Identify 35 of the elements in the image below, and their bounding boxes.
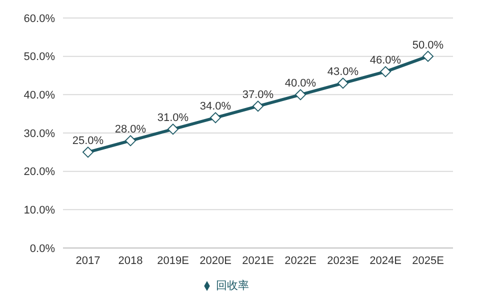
point — [338, 78, 348, 89]
y-tick-label: 40.0% — [24, 90, 56, 102]
x-tick-label: 2017 — [76, 254, 100, 267]
data-label: 43.0% — [327, 66, 359, 78]
data-label: 34.0% — [200, 100, 232, 113]
point — [125, 135, 136, 146]
data-label: 50.0% — [412, 39, 444, 52]
x-tick-label: 2022E — [284, 254, 316, 267]
x-tick-label: 2023E — [327, 254, 359, 267]
point — [295, 89, 306, 100]
x-tick-label: 2019E — [157, 254, 189, 267]
x-tick-label: 2025E — [412, 254, 444, 267]
point — [210, 112, 221, 124]
y-tick-label: 30.0% — [24, 128, 56, 140]
x-tick-label: 2024E — [370, 254, 402, 267]
y-tick-label: 20.0% — [24, 166, 56, 178]
data-label: 40.0% — [284, 78, 316, 90]
legend-label: 回收率 — [216, 280, 249, 292]
point — [380, 66, 391, 78]
point — [422, 50, 434, 62]
x-tick-label: 2020E — [200, 254, 232, 267]
data-label: 46.0% — [370, 54, 402, 67]
point — [82, 146, 94, 158]
data-label: 25.0% — [72, 135, 104, 148]
y-tick-label: 60.0% — [24, 12, 56, 25]
point — [168, 124, 178, 135]
y-tick-label: 50.0% — [24, 51, 56, 64]
point — [252, 100, 264, 112]
data-label: 28.0% — [114, 124, 146, 136]
data-label: 31.0% — [157, 112, 189, 124]
y-tick-label: 0.0% — [30, 242, 56, 255]
y-tick-label: 10.0% — [24, 204, 56, 217]
x-tick-label: 2018 — [118, 254, 143, 267]
data-label: 37.0% — [242, 89, 274, 102]
x-tick-label: 2021E — [242, 254, 274, 267]
